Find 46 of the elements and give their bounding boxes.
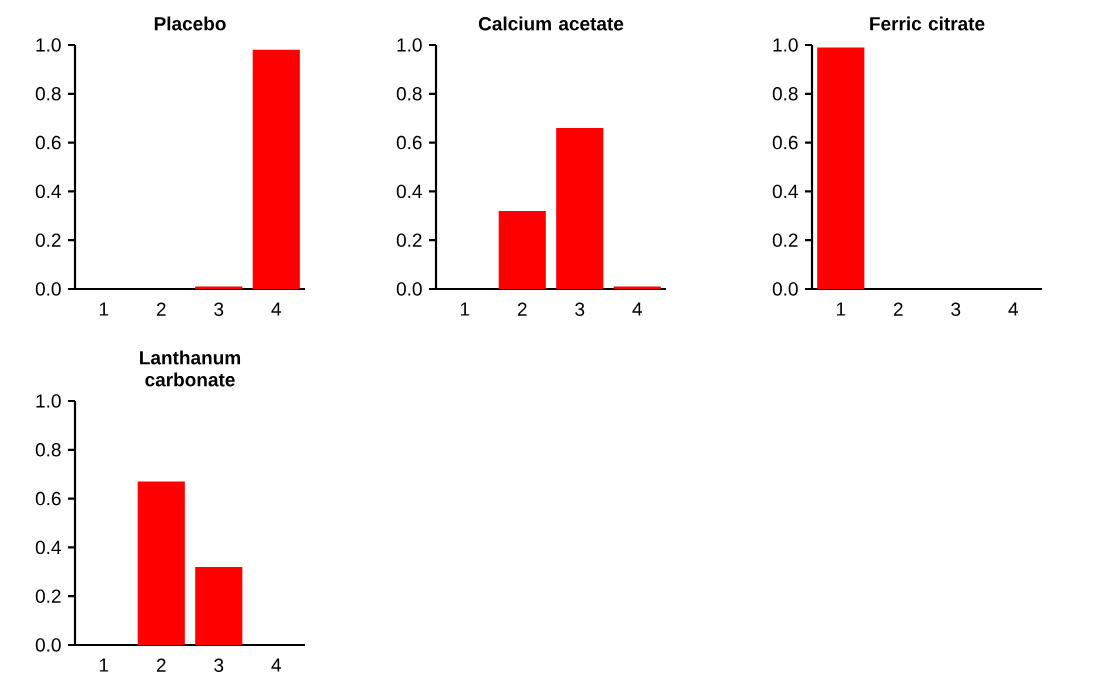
- x-tick-label: 3: [951, 302, 961, 316]
- y-tick-label: 0.8: [35, 443, 61, 457]
- y-tick-label: 0.6: [772, 135, 798, 150]
- x-tick-label: 2: [893, 302, 903, 316]
- y-tick-label: 0.2: [396, 233, 422, 247]
- x-tick-label: 3: [214, 658, 224, 672]
- y-tick-label: 0.2: [772, 233, 798, 247]
- y-tick-label: 0.0: [35, 282, 61, 296]
- y-tick-label: 0.4: [35, 540, 61, 555]
- y-tick-label: 0.4: [35, 184, 61, 199]
- x-tick-label: 1: [99, 302, 109, 316]
- x-tick-label: 4: [1008, 302, 1018, 316]
- x-tick-label: 1: [460, 302, 470, 316]
- y-tick-label: 0.2: [35, 589, 61, 603]
- y-tick-label: 1.0: [36, 394, 61, 408]
- y-tick-label: 0.0: [396, 282, 422, 296]
- x-tick-label: 4: [632, 302, 642, 316]
- x-tick-label: 1: [99, 658, 109, 672]
- y-tick-label: 0.8: [772, 87, 798, 101]
- bar: [498, 210, 546, 289]
- x-tick-label: 2: [517, 302, 527, 316]
- y-tick-label: 0.0: [772, 282, 798, 296]
- chart-title: Calcium acetate: [478, 16, 624, 31]
- chart-title: Lanthanum carbonate: [140, 350, 241, 387]
- bar: [556, 127, 604, 289]
- y-tick-label: 0.8: [396, 87, 422, 101]
- y-tick-label: 0.6: [35, 135, 61, 150]
- y-tick-label: 0.0: [35, 638, 61, 652]
- y-tick-label: 0.4: [772, 184, 798, 199]
- x-tick-label: 4: [271, 302, 281, 316]
- x-tick-label: 2: [156, 302, 166, 316]
- y-tick-label: 1.0: [773, 38, 798, 52]
- y-tick-label: 0.4: [396, 184, 422, 199]
- x-tick-label: 4: [271, 658, 281, 672]
- x-tick-label: 3: [575, 302, 585, 316]
- y-tick-label: 0.6: [396, 135, 422, 150]
- chart-title: Placebo: [154, 16, 226, 31]
- y-tick-label: 0.2: [35, 233, 61, 247]
- y-tick-label: 0.6: [35, 491, 61, 506]
- x-tick-label: 2: [156, 658, 166, 672]
- y-tick-label: 1.0: [36, 38, 61, 52]
- chart-title: Ferric citrate: [870, 16, 985, 31]
- y-tick-label: 1.0: [397, 38, 422, 52]
- x-tick-label: 3: [214, 302, 224, 316]
- x-tick-label: 1: [836, 302, 846, 316]
- y-tick-label: 0.8: [35, 87, 61, 101]
